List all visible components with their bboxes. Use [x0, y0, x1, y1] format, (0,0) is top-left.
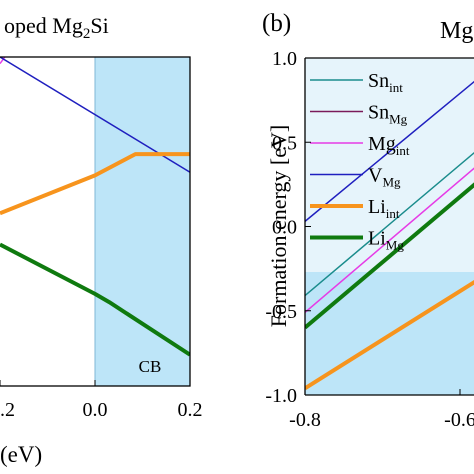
right-y-tick-label: -1.0 [265, 385, 297, 407]
legend-label: SnMg [368, 102, 408, 127]
left-chart-panel: .2 0.0 0.2 CB oped Mg2Si (eV) [0, 13, 203, 467]
legend-item: Mgint [310, 133, 410, 158]
cb-label: CB [139, 357, 162, 376]
left-series-line-4 [0, 242, 190, 357]
legend-item: Snint [310, 70, 403, 95]
legend-label: Liint [368, 196, 400, 221]
right-y-tick-label: -0.5 [265, 301, 297, 323]
right-series-line-3 [305, 80, 474, 222]
left-series-line-1 [0, 57, 6, 65]
left-x-tick-label: .2 [0, 399, 15, 421]
panel-label-b: (b) [262, 10, 291, 37]
right-chart-panel: Snint SnMg Mgint VMg Liint LiMg 1.0 0.5 0.0 -0.5 -… [262, 10, 474, 431]
right-y-tick-label: 0.0 [272, 217, 297, 239]
right-y-tick-label: 0.5 [272, 132, 297, 154]
legend-label: VMg [368, 165, 401, 190]
legend-item: LiMg [310, 228, 404, 253]
right-series-line-1 [305, 151, 474, 297]
left-x-axis-label: (eV) [0, 442, 42, 467]
legend-label: Snint [368, 70, 403, 95]
legend: Snint SnMg Mgint VMg Liint LiMg [310, 70, 410, 253]
right-series-line-4 [305, 182, 474, 330]
cb-shaded-region [95, 57, 190, 386]
legend-label: LiMg [368, 228, 404, 253]
left-series-line-3 [0, 152, 190, 216]
right-x-tick-label: -0.6 [444, 409, 474, 431]
left-x-tick-label: 0.0 [83, 399, 108, 421]
right-y-tick-label: 1.0 [272, 48, 297, 70]
right-series-line-2 [305, 167, 474, 313]
right-chart-title: Mg [440, 18, 473, 44]
legend-label: Mgint [368, 133, 410, 158]
right-x-tick-label: -0.8 [289, 409, 321, 431]
legend-item: VMg [310, 165, 401, 190]
right-y-axis-label: Formation energy [eV] [266, 125, 291, 327]
left-x-tick-label: 0.2 [178, 399, 203, 421]
left-series-group [0, 57, 190, 357]
left-chart-title: oped Mg2Si [4, 13, 109, 42]
left-plot-frame [0, 56, 191, 387]
legend-item: SnMg [310, 102, 408, 127]
legend-item: Liint [310, 196, 400, 221]
right-series-line-5 [305, 280, 474, 390]
right-series-group [305, 80, 474, 390]
